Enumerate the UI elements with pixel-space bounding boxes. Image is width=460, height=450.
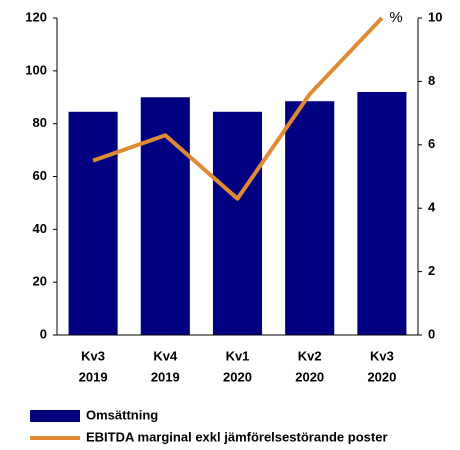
x-tick-label: 2019 bbox=[151, 369, 180, 384]
bar bbox=[212, 111, 263, 335]
x-tick-label: 2020 bbox=[223, 369, 252, 384]
y2-tick-label: 2 bbox=[428, 263, 435, 278]
x-tick-label: Kv1 bbox=[226, 348, 250, 363]
y-tick-label: 40 bbox=[33, 221, 47, 236]
x-tick-label: 2020 bbox=[367, 369, 396, 384]
y2-tick-label: 0 bbox=[428, 326, 435, 341]
y2-tick-label: 4 bbox=[428, 200, 436, 215]
y-tick-label: 20 bbox=[33, 274, 47, 289]
y-tick-label: 80 bbox=[33, 115, 47, 130]
x-tick-label: Kv3 bbox=[81, 348, 105, 363]
y-tick-label: 60 bbox=[33, 168, 47, 183]
bar bbox=[357, 91, 407, 335]
x-tick-label: Kv2 bbox=[298, 348, 322, 363]
y-tick-label: 0 bbox=[40, 326, 47, 341]
bar bbox=[140, 97, 190, 335]
y2-axis-unit: % bbox=[389, 9, 402, 26]
x-tick-label: 2020 bbox=[295, 369, 324, 384]
y-tick-label: 120 bbox=[25, 9, 47, 24]
x-tick-label: Kv4 bbox=[153, 348, 178, 363]
y2-tick-label: 8 bbox=[428, 73, 435, 88]
x-tick-label: 2019 bbox=[79, 369, 108, 384]
x-tick-label: Kv3 bbox=[370, 348, 394, 363]
y2-tick-label: 10 bbox=[428, 9, 442, 24]
y-tick-label: 100 bbox=[25, 62, 47, 77]
legend-label: Omsättning bbox=[86, 407, 158, 422]
y2-tick-label: 6 bbox=[428, 136, 435, 151]
bar bbox=[68, 111, 118, 335]
bar bbox=[285, 101, 335, 336]
line bbox=[92, 16, 384, 201]
legend-swatch bbox=[30, 410, 80, 422]
legend-label: EBITDA marginal exkl jämförelsestörande … bbox=[86, 429, 388, 444]
